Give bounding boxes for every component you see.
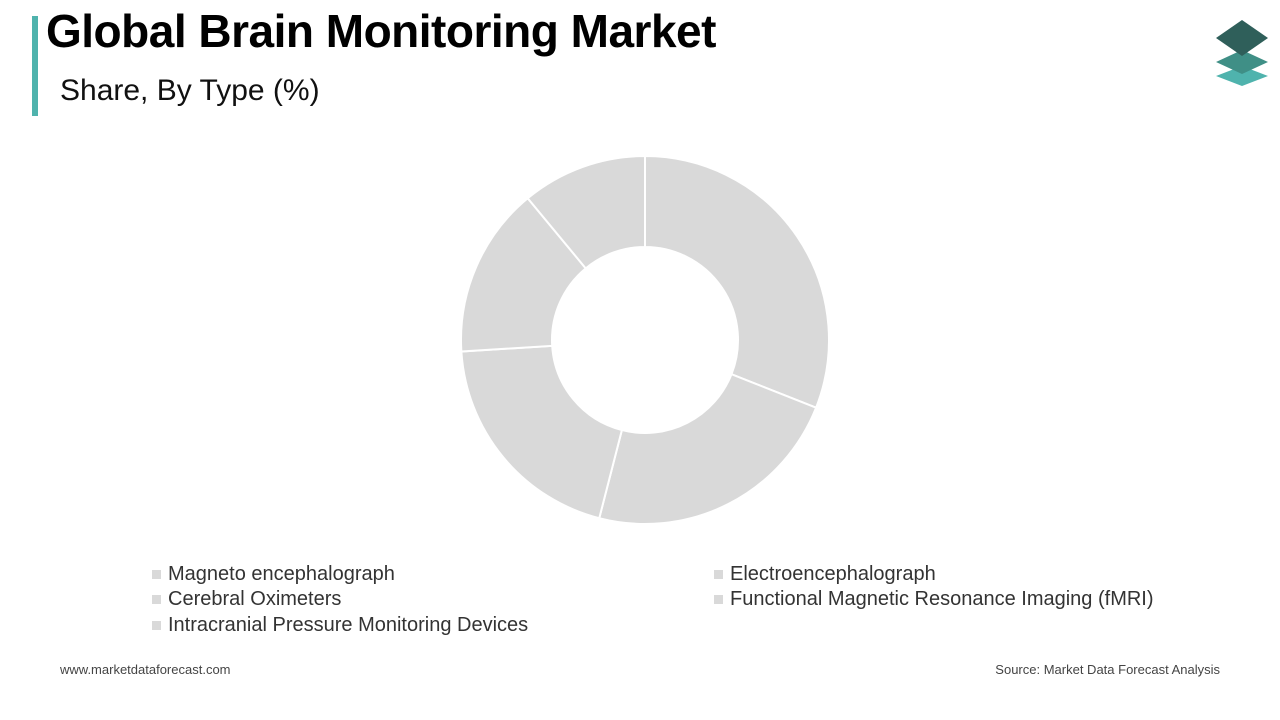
legend-label: Functional Magnetic Resonance Imaging (f… <box>730 588 1154 610</box>
legend-swatch <box>152 595 161 604</box>
legend-label: Intracranial Pressure Monitoring Devices <box>168 614 529 636</box>
title-accent-bar <box>32 16 38 116</box>
logo-layer-bottom <box>1216 66 1268 86</box>
page-subtitle: Share, By Type (%) <box>60 74 320 107</box>
legend-swatch <box>152 570 161 579</box>
legend-item-electroencephalograph: Electroencephalograph <box>714 563 936 586</box>
slice-intracranial-pressure-monitoring-devices <box>526 154 646 270</box>
legend-label: Cerebral Oximeters <box>168 588 342 610</box>
legend-swatch <box>714 570 723 579</box>
slice-electroencephalograph <box>598 372 818 525</box>
source-note: Source: Market Data Forecast Analysis <box>995 662 1220 677</box>
legend-item-fmri: Functional Magnetic Resonance Imaging (f… <box>714 588 1154 611</box>
legend-label: Electroencephalograph <box>730 563 936 585</box>
logo-layer-middle <box>1216 50 1268 74</box>
slice-cerebral-oximeters <box>460 344 624 520</box>
donut-slices <box>460 154 830 525</box>
logo-layer-top <box>1216 20 1268 56</box>
chart-legend: Magneto encephalograph Electroencephalog… <box>152 563 1262 643</box>
legend-label: Magneto encephalograph <box>168 563 395 585</box>
website-link[interactable]: www.marketdataforecast.com <box>60 662 231 677</box>
legend-item-intracranial-pressure-monitoring-devices: Intracranial Pressure Monitoring Devices <box>152 614 528 637</box>
legend-swatch <box>152 621 161 630</box>
donut-chart <box>460 154 830 525</box>
legend-item-cerebral-oximeters: Cerebral Oximeters <box>152 588 341 611</box>
page-title: Global Brain Monitoring Market <box>46 5 716 57</box>
legend-item-magneto-encephalograph: Magneto encephalograph <box>152 563 395 586</box>
legend-swatch <box>714 595 723 604</box>
slice-functional-magnetic-resonance-imaging-fmri <box>460 196 588 353</box>
stacked-layers-icon <box>1216 20 1268 86</box>
slice-magneto-encephalograph <box>644 154 830 410</box>
